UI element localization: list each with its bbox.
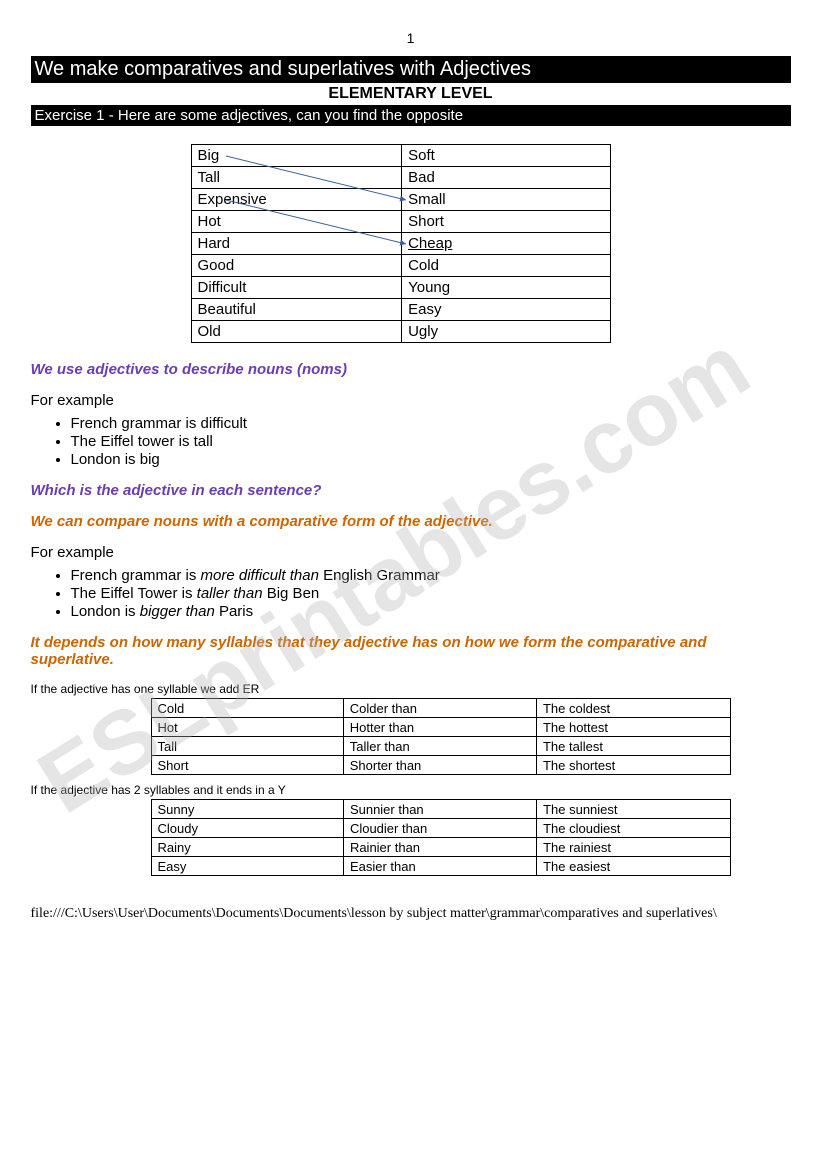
adjective-match-table: BigSoftTallBadExpensiveSmallHotShortHard… xyxy=(191,144,611,343)
two-syllable-table: SunnySunnier thanThe sunniest CloudyCloud… xyxy=(151,799,731,876)
table-cell: Hot xyxy=(191,211,402,233)
table-cell: Good xyxy=(191,255,402,277)
table-cell: Old xyxy=(191,321,402,343)
rule-two-syllable: If the adjective has 2 syllables and it … xyxy=(31,783,791,797)
table-cell: Tall xyxy=(191,167,402,189)
table-cell: Cheap xyxy=(402,233,610,255)
explain-syllables: It depends on how many syllables that th… xyxy=(31,634,791,668)
examples-list-1: French grammar is difficultThe Eiffel to… xyxy=(31,415,791,468)
document-page: 1 We make comparatives and superlatives … xyxy=(1,0,821,943)
table-cell: Hot xyxy=(151,718,343,737)
list-item: French grammar is more difficult than En… xyxy=(71,567,791,584)
table-cell: Short xyxy=(151,756,343,775)
table-cell: Big xyxy=(191,145,402,167)
table-cell: Sunny xyxy=(151,800,343,819)
table-cell: Hard xyxy=(191,233,402,255)
table-cell: Taller than xyxy=(343,737,536,756)
explain-comparative: We can compare nouns with a comparative … xyxy=(31,513,791,530)
examples-list-2: French grammar is more difficult than En… xyxy=(31,567,791,620)
table-cell: The shortest xyxy=(536,756,730,775)
table-cell: Ugly xyxy=(402,321,610,343)
table-cell: The easiest xyxy=(537,857,730,876)
table-cell: The rainiest xyxy=(537,838,730,857)
table-cell: Cloudy xyxy=(151,819,343,838)
list-item: London is big xyxy=(71,451,791,468)
rule-one-syllable: If the adjective has one syllable we add… xyxy=(31,682,791,696)
table-cell: Hotter than xyxy=(343,718,536,737)
table-cell: Easy xyxy=(151,857,343,876)
table-cell: Expensive xyxy=(191,189,402,211)
table-cell: Difficult xyxy=(191,277,402,299)
table-cell: Bad xyxy=(402,167,610,189)
explain-adjectives: We use adjectives to describe nouns (nom… xyxy=(31,361,791,378)
table-cell: Sunnier than xyxy=(343,800,536,819)
table-cell: Rainy xyxy=(151,838,343,857)
page-number: 1 xyxy=(31,30,791,46)
list-item: London is bigger than Paris xyxy=(71,603,791,620)
subtitle: ELEMENTARY LEVEL xyxy=(31,85,791,103)
table-cell: Short xyxy=(402,211,610,233)
table-cell: Cold xyxy=(151,699,343,718)
table-cell: Cold xyxy=(402,255,610,277)
table-cell: The sunniest xyxy=(537,800,730,819)
table-cell: Rainier than xyxy=(343,838,536,857)
one-syllable-table: ColdColder thanThe coldest HotHotter than… xyxy=(151,698,731,775)
table-cell: Easy xyxy=(402,299,610,321)
list-item: French grammar is difficult xyxy=(71,415,791,432)
table-cell: Tall xyxy=(151,737,343,756)
list-item: The Eiffel tower is tall xyxy=(71,433,791,450)
title-bar: We make comparatives and superlatives wi… xyxy=(31,56,791,83)
table-cell: Easier than xyxy=(343,857,536,876)
for-example-label-2: For example xyxy=(31,544,791,561)
exercise-heading: Exercise 1 - Here are some adjectives, c… xyxy=(31,105,791,126)
table-cell: Shorter than xyxy=(343,756,536,775)
for-example-label: For example xyxy=(31,392,791,409)
table-cell: Beautiful xyxy=(191,299,402,321)
footer-file-path: file:///C:\Users\User\Documents\Document… xyxy=(31,906,791,923)
table-cell: Small xyxy=(402,189,610,211)
table-cell: The cloudiest xyxy=(537,819,730,838)
table-cell: The tallest xyxy=(536,737,730,756)
table-cell: The coldest xyxy=(536,699,730,718)
adjective-match-table-container: BigSoftTallBadExpensiveSmallHotShortHard… xyxy=(191,144,611,343)
table-cell: The hottest xyxy=(536,718,730,737)
table-cell: Young xyxy=(402,277,610,299)
table-cell: Colder than xyxy=(343,699,536,718)
table-cell: Cloudier than xyxy=(343,819,536,838)
list-item: The Eiffel Tower is taller than Big Ben xyxy=(71,585,791,602)
table-cell: Soft xyxy=(402,145,610,167)
question-adjective: Which is the adjective in each sentence? xyxy=(31,482,791,499)
